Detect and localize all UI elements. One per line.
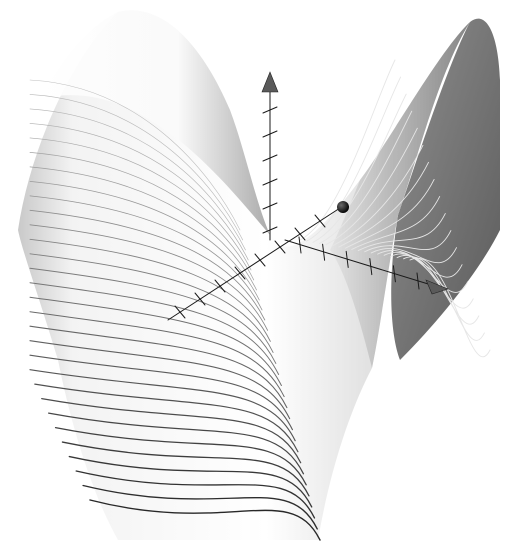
contour-line bbox=[75, 470, 316, 519]
contour-line bbox=[364, 230, 452, 253]
z-axis-tick bbox=[262, 154, 278, 162]
z-axis-tick bbox=[262, 202, 278, 210]
contour-line bbox=[351, 196, 441, 250]
z-axis-tick bbox=[262, 130, 278, 138]
y-axis-tick bbox=[314, 214, 326, 228]
y-axis-tick bbox=[194, 292, 206, 306]
contour-line bbox=[306, 76, 402, 242]
contour-line bbox=[29, 369, 296, 442]
contour-line bbox=[29, 180, 260, 301]
contour-line bbox=[29, 253, 274, 353]
contour-line bbox=[29, 79, 241, 231]
contour-line bbox=[48, 412, 305, 475]
y-axis-line bbox=[167, 207, 341, 321]
contour-line bbox=[61, 441, 310, 497]
contour-line bbox=[29, 166, 257, 291]
coordinate-axes bbox=[167, 71, 449, 321]
contour-line bbox=[29, 152, 255, 281]
x-axis-tick bbox=[345, 250, 349, 268]
z-axis-tick bbox=[262, 226, 278, 234]
contour-line bbox=[29, 311, 285, 398]
contour-line bbox=[41, 398, 302, 464]
contour-line bbox=[29, 340, 291, 420]
y-axis-tick bbox=[254, 253, 266, 267]
contour-line bbox=[89, 499, 321, 541]
contour-line bbox=[318, 110, 413, 244]
x-axis-line bbox=[284, 239, 439, 288]
contour-line bbox=[34, 383, 299, 453]
y-axis-tick bbox=[294, 227, 306, 241]
x-axis-tick bbox=[322, 243, 326, 261]
contour-line bbox=[29, 238, 271, 342]
contour-line bbox=[29, 108, 246, 251]
right-wing-surface bbox=[391, 18, 500, 361]
contour-lines bbox=[29, 59, 491, 541]
contour-line bbox=[29, 224, 269, 331]
x-axis-tick bbox=[416, 272, 420, 290]
contour-line bbox=[357, 213, 446, 252]
contour-line bbox=[82, 484, 318, 530]
point-marker[interactable] bbox=[337, 201, 349, 213]
x-axis-tick bbox=[369, 258, 373, 276]
contour-line bbox=[312, 93, 407, 243]
contour-line bbox=[29, 209, 266, 321]
contour-line bbox=[396, 254, 480, 325]
contour-line bbox=[331, 144, 424, 247]
contour-line bbox=[68, 455, 313, 508]
contour-line bbox=[29, 354, 293, 431]
x-axis-arrowhead bbox=[425, 279, 449, 295]
contour-line bbox=[29, 123, 249, 261]
contour-line bbox=[29, 296, 282, 387]
contour-line bbox=[29, 325, 288, 409]
contour-line bbox=[29, 195, 263, 311]
x-axis-tick bbox=[392, 265, 396, 283]
x-axis-tick bbox=[298, 236, 302, 254]
contour-line bbox=[29, 282, 280, 375]
contour-line bbox=[409, 257, 491, 358]
right-front-surface bbox=[330, 22, 470, 368]
contour-line bbox=[54, 426, 307, 486]
contour-line bbox=[338, 161, 429, 248]
contour-line bbox=[370, 247, 457, 264]
contour-line bbox=[29, 94, 244, 241]
y-axis-tick bbox=[214, 279, 226, 293]
contour-line bbox=[299, 59, 396, 241]
left-peak-surface bbox=[40, 10, 270, 235]
z-axis-tick bbox=[262, 178, 278, 186]
z-axis-tick bbox=[262, 106, 278, 114]
contour-line bbox=[29, 137, 252, 271]
y-axis-tick bbox=[234, 266, 246, 280]
contour-line bbox=[325, 127, 418, 246]
y-axis-tick bbox=[174, 305, 186, 319]
y-axis-tick bbox=[274, 240, 286, 254]
z-axis-arrowhead bbox=[261, 71, 279, 93]
contour-line bbox=[344, 178, 435, 249]
